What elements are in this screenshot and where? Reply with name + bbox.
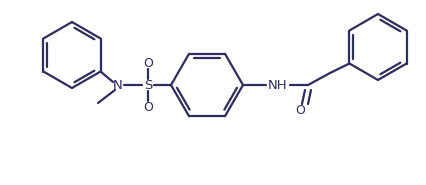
Text: O: O — [143, 100, 153, 114]
Text: O: O — [143, 56, 153, 70]
Text: NH: NH — [268, 78, 288, 92]
Text: S: S — [144, 78, 152, 92]
Text: N: N — [113, 78, 123, 92]
Text: O: O — [295, 103, 305, 117]
